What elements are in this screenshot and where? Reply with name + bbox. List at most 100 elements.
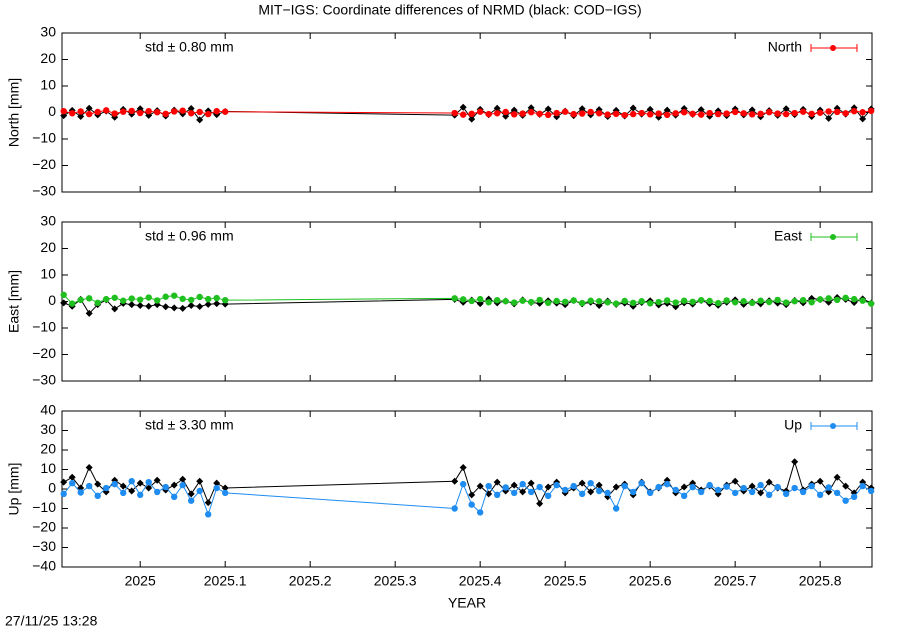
x-tick-label: 2025.6 (629, 573, 672, 589)
point (179, 481, 186, 489)
point (170, 493, 178, 500)
point (162, 483, 169, 491)
point (842, 482, 850, 490)
point (816, 109, 824, 116)
point (612, 110, 620, 118)
point (782, 299, 790, 306)
point (731, 489, 739, 497)
point (587, 108, 594, 116)
y-tick-label: 20 (40, 441, 56, 457)
point (94, 480, 102, 488)
point (553, 109, 560, 117)
chart-title: MIT−IGS: Coordinate differences of NRMD … (258, 2, 641, 18)
point (60, 107, 67, 115)
point (799, 296, 807, 304)
point (595, 481, 603, 489)
point (680, 109, 688, 116)
point (757, 110, 764, 118)
point (791, 484, 798, 492)
point (663, 111, 671, 119)
point (77, 108, 84, 115)
point (60, 478, 68, 486)
point (136, 109, 144, 117)
point (204, 295, 212, 303)
point (451, 109, 458, 117)
point (187, 497, 195, 504)
point (825, 108, 832, 115)
point (629, 104, 637, 112)
point (221, 296, 229, 304)
point (748, 488, 756, 496)
point (136, 491, 144, 499)
point (629, 299, 637, 307)
point (723, 297, 730, 304)
point (459, 480, 467, 488)
point (510, 489, 518, 497)
point (536, 110, 543, 118)
point (94, 492, 101, 500)
point (196, 487, 203, 495)
point (459, 103, 467, 111)
point (153, 297, 161, 304)
point (136, 301, 144, 309)
point (536, 500, 544, 508)
series-line (63, 480, 872, 516)
point (587, 488, 595, 496)
point (187, 490, 195, 498)
point (859, 482, 866, 490)
point (485, 482, 492, 490)
point (553, 297, 560, 305)
point (153, 109, 161, 116)
point (68, 479, 76, 487)
point (85, 309, 93, 317)
point (867, 487, 875, 495)
point (757, 481, 764, 489)
point (213, 484, 220, 492)
y-tick-label: −40 (32, 558, 56, 574)
point (706, 297, 713, 305)
point (179, 107, 186, 114)
point (646, 300, 654, 307)
point (782, 490, 790, 498)
point (748, 299, 756, 307)
point (170, 481, 178, 489)
point (731, 477, 739, 485)
point (459, 296, 467, 303)
point (723, 483, 730, 490)
legend-marker (830, 423, 836, 429)
point (170, 108, 178, 115)
point (578, 479, 586, 487)
point (621, 297, 628, 305)
point (476, 108, 484, 115)
point (561, 486, 569, 494)
point (816, 491, 824, 499)
point (578, 105, 586, 113)
point (553, 481, 560, 489)
point (663, 480, 671, 488)
point (77, 296, 84, 304)
point (60, 112, 68, 120)
point (833, 296, 841, 304)
point (604, 111, 611, 118)
legend-label: North (768, 39, 802, 55)
point (867, 300, 875, 307)
point (595, 110, 603, 117)
point (791, 109, 798, 117)
point (85, 104, 93, 112)
point (493, 104, 501, 112)
point (791, 298, 798, 305)
point (867, 107, 875, 115)
point (60, 299, 68, 307)
point (451, 505, 458, 512)
point (77, 489, 84, 496)
point (60, 291, 67, 299)
y-tick-label: 30 (40, 24, 56, 40)
point (119, 108, 127, 115)
point (476, 482, 484, 490)
point (145, 107, 152, 115)
point (740, 484, 747, 492)
point (468, 297, 475, 305)
point (757, 297, 764, 304)
y-tick-label: 0 (48, 292, 56, 308)
point (85, 464, 93, 472)
